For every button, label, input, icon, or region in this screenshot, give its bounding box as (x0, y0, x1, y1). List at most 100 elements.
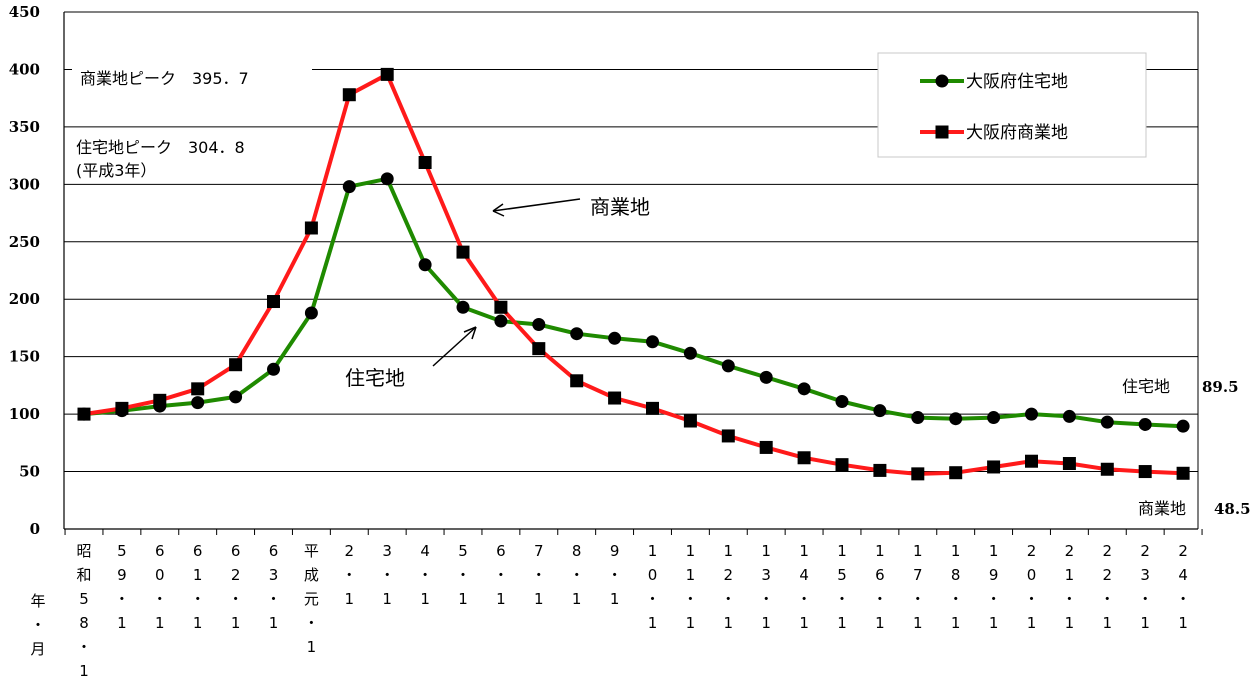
x-tick-label-10・1: 1 0 ・ 1 (645, 542, 660, 632)
x-tick-label-2・1: 2 ・ 1 (342, 542, 357, 608)
x-tick-char: 2 (1065, 542, 1075, 560)
x-tick-char: 6 (231, 542, 241, 560)
x-tick-char: 1 (799, 614, 809, 632)
data-point (608, 331, 622, 345)
y-tick-label-400: 400 (9, 60, 40, 78)
x-tick-char: ・ (455, 566, 470, 584)
x-tick-char: ・ (721, 590, 736, 608)
data-point (342, 180, 356, 194)
x-tick-char: 1 (648, 542, 658, 560)
data-point (873, 404, 887, 418)
x-tick-char: ・ (872, 590, 887, 608)
x-tick-char: 1 (875, 614, 885, 632)
x-tick-char: 1 (269, 614, 279, 632)
x-tick-char: 和 (76, 566, 91, 584)
x-tick-char: 1 (724, 542, 734, 560)
x-tick-char: 1 (345, 590, 355, 608)
data-point (418, 156, 432, 170)
data-point (570, 374, 584, 388)
x-tick-char: 1 (686, 614, 696, 632)
y-tick-label-100: 100 (9, 405, 40, 423)
data-point (1138, 465, 1152, 479)
x-axis-title-char-2: ・ (30, 616, 45, 634)
y-tick-label-0: 0 (30, 520, 40, 538)
x-tick-label-平成元・1: 平成元・ 1 (304, 542, 319, 656)
x-tick-char: 1 (420, 590, 430, 608)
commercial-callout-label: 商業地 (590, 195, 650, 219)
x-tick-char: ・ (190, 590, 205, 608)
x-tick-char: 1 (989, 614, 999, 632)
x-tick-char: ・ (76, 638, 91, 656)
x-tick-char: 1 (951, 614, 961, 632)
x-tick-char: 1 (648, 614, 658, 632)
data-point (1100, 415, 1114, 429)
x-tick-char: 1 (1103, 614, 1113, 632)
x-tick-char: ・ (1024, 590, 1039, 608)
y-tick-label-200: 200 (9, 290, 40, 308)
residential-arrow-head (463, 326, 477, 340)
x-tick-char: 1 (724, 614, 734, 632)
x-tick-char: ・ (797, 590, 812, 608)
x-tick-label-60・1: 6 0 ・ 1 (152, 542, 167, 632)
data-point (646, 335, 659, 349)
data-point (759, 440, 773, 454)
x-tick-char: 1 (307, 638, 317, 656)
x-tick-label-3・1: 3 ・ 1 (380, 542, 395, 608)
data-point (153, 393, 167, 407)
x-tick-char: 4 (799, 566, 809, 584)
x-tick-char: 6 (875, 566, 885, 584)
x-tick-char: 0 (155, 566, 165, 584)
x-tick-char: 5 (837, 566, 847, 584)
x-tick-char: 1 (1065, 566, 1075, 584)
x-tick-char: ・ (910, 590, 925, 608)
x-tick-char: 1 (231, 614, 241, 632)
axes (63, 12, 1203, 535)
y-tick-label-150: 150 (9, 348, 40, 366)
x-tick-label-17・1: 1 7 ・ 1 (910, 542, 925, 632)
x-tick-char: 2 (231, 566, 241, 584)
commercial-peak-label: 商業地ピーク 395．7 (80, 69, 249, 88)
x-tick-char: 2 (1027, 542, 1037, 560)
x-tick-char: ・ (418, 566, 433, 584)
x-tick-char: 2 (724, 566, 734, 584)
x-tick-label-12・1: 1 2 ・ 1 (721, 542, 736, 632)
x-tick-label-20・1: 2 0 ・ 1 (1024, 542, 1039, 632)
data-point (721, 429, 735, 443)
data-point (380, 172, 394, 186)
x-tick-char: 1 (799, 542, 809, 560)
data-point (608, 391, 622, 405)
y-tick-label-350: 350 (9, 118, 40, 136)
x-tick-char: 1 (117, 614, 127, 632)
x-tick-char: ・ (1176, 590, 1191, 608)
x-tick-char: 1 (989, 542, 999, 560)
commercial-arrow-head (492, 203, 505, 217)
x-tick-char: ・ (607, 566, 622, 584)
data-point (835, 394, 849, 408)
x-tick-char: 平 (304, 542, 319, 560)
x-tick-char: 1 (951, 542, 961, 560)
x-tick-char: 7 (913, 566, 923, 584)
end-residential-name: 住宅地 (1122, 377, 1170, 396)
x-tick-char: ・ (645, 590, 660, 608)
data-point (532, 317, 546, 331)
data-point (1025, 407, 1038, 421)
data-point (456, 245, 470, 259)
data-series (77, 67, 1190, 481)
data-point (949, 412, 963, 426)
data-point (77, 407, 91, 421)
series-commercial (77, 67, 1190, 481)
x-tick-char: 1 (155, 614, 165, 632)
data-point (532, 342, 546, 356)
x-tick-char: ・ (380, 566, 395, 584)
x-tick-char: 2 (1103, 542, 1113, 560)
data-point (1062, 409, 1076, 423)
residential-peak-label: 住宅地ピーク 304．8 (76, 138, 245, 157)
x-tick-label-昭和58・1: 昭和 5 8 ・ 1 (76, 542, 91, 680)
data-point (683, 346, 697, 360)
data-point (456, 300, 470, 314)
data-point (418, 258, 432, 272)
data-point (1025, 454, 1038, 468)
x-tick-char: 1 (193, 614, 203, 632)
x-tick-char: 1 (382, 590, 392, 608)
x-tick-char: 1 (193, 566, 203, 584)
